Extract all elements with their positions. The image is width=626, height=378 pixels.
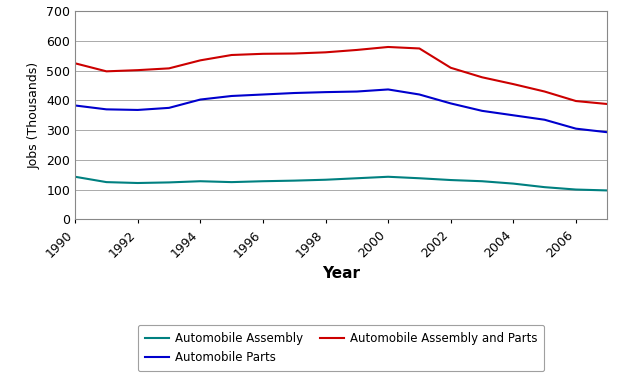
Automobile Assembly and Parts: [447, 65, 454, 70]
Automobile Parts: [603, 130, 611, 135]
Automobile Assembly: [71, 175, 79, 179]
Automobile Assembly and Parts: [541, 89, 548, 94]
Automobile Parts: [572, 126, 580, 131]
Automobile Assembly and Parts: [353, 48, 361, 52]
Automobile Assembly: [103, 180, 110, 184]
Automobile Assembly and Parts: [478, 75, 486, 79]
Automobile Parts: [353, 89, 361, 94]
Automobile Parts: [197, 97, 204, 102]
Line: Automobile Parts: Automobile Parts: [75, 90, 607, 132]
Automobile Parts: [510, 113, 517, 118]
Automobile Parts: [322, 90, 329, 94]
Line: Automobile Assembly: Automobile Assembly: [75, 177, 607, 191]
Automobile Assembly: [478, 179, 486, 183]
Automobile Parts: [134, 108, 141, 112]
Automobile Assembly: [134, 181, 141, 185]
X-axis label: Year: Year: [322, 266, 360, 280]
Automobile Assembly and Parts: [603, 102, 611, 106]
Automobile Parts: [290, 91, 298, 95]
Automobile Assembly: [228, 180, 235, 184]
Automobile Assembly: [165, 180, 173, 185]
Automobile Assembly: [447, 178, 454, 182]
Automobile Assembly: [541, 185, 548, 189]
Automobile Assembly: [197, 179, 204, 183]
Legend: Automobile Assembly, Automobile Parts, Automobile Assembly and Parts: Automobile Assembly, Automobile Parts, A…: [138, 325, 545, 371]
Automobile Assembly: [290, 178, 298, 183]
Automobile Assembly and Parts: [103, 69, 110, 74]
Automobile Assembly and Parts: [134, 68, 141, 73]
Y-axis label: Jobs (Thousands): Jobs (Thousands): [28, 62, 41, 169]
Automobile Assembly and Parts: [259, 51, 267, 56]
Automobile Assembly: [384, 175, 392, 179]
Automobile Assembly and Parts: [197, 58, 204, 63]
Automobile Parts: [416, 92, 423, 97]
Automobile Assembly: [416, 176, 423, 181]
Automobile Assembly and Parts: [290, 51, 298, 56]
Automobile Assembly and Parts: [71, 61, 79, 66]
Automobile Assembly and Parts: [165, 66, 173, 71]
Automobile Assembly: [259, 179, 267, 183]
Automobile Assembly: [603, 188, 611, 193]
Automobile Parts: [541, 118, 548, 122]
Automobile Assembly: [322, 178, 329, 182]
Automobile Parts: [165, 105, 173, 110]
Automobile Assembly and Parts: [416, 46, 423, 51]
Automobile Assembly and Parts: [384, 45, 392, 49]
Automobile Assembly: [572, 187, 580, 192]
Automobile Assembly and Parts: [322, 50, 329, 54]
Automobile Assembly and Parts: [228, 53, 235, 57]
Line: Automobile Assembly and Parts: Automobile Assembly and Parts: [75, 47, 607, 104]
Automobile Parts: [71, 103, 79, 108]
Automobile Assembly and Parts: [510, 82, 517, 87]
Automobile Assembly and Parts: [572, 99, 580, 103]
Automobile Parts: [447, 101, 454, 106]
Automobile Parts: [103, 107, 110, 112]
Automobile Parts: [228, 94, 235, 98]
Automobile Parts: [259, 92, 267, 97]
Automobile Parts: [478, 108, 486, 113]
Automobile Assembly: [510, 181, 517, 186]
Automobile Parts: [384, 87, 392, 92]
Automobile Assembly: [353, 176, 361, 181]
